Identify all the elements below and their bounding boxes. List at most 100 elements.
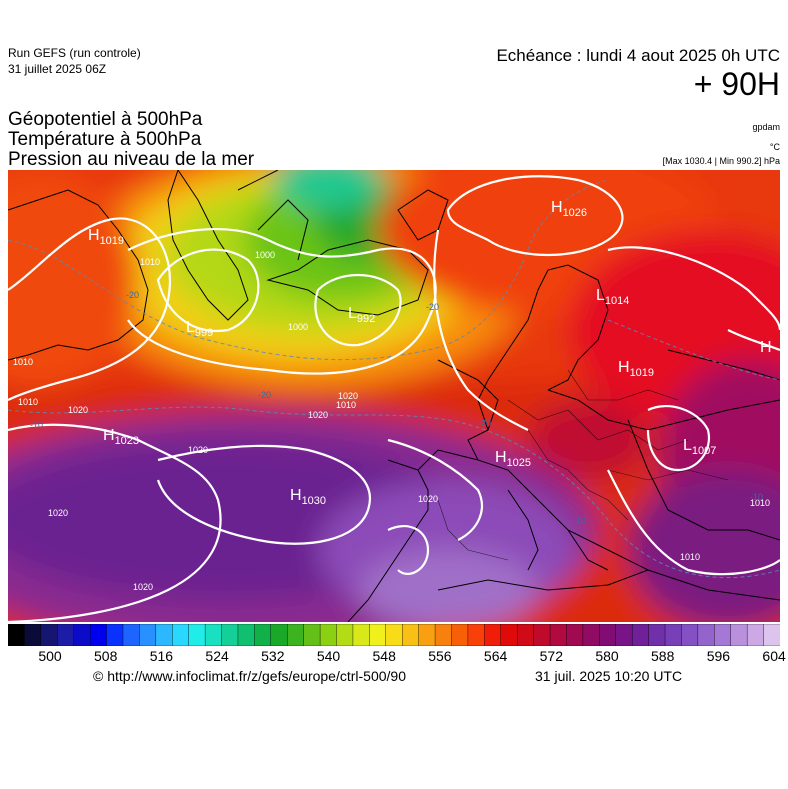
temperature-field [8, 170, 780, 622]
colorbar-cell [385, 623, 403, 647]
pressure-max-min: [Max 1030.4 | Min 990.2] hPa [662, 156, 780, 166]
colorbar-cell [139, 623, 157, 647]
isotherm-label: -20 [478, 418, 491, 428]
colorbar-cell [319, 623, 338, 647]
pressure-center-low: L1007 [683, 437, 716, 457]
pressure-center-low: L992 [348, 305, 375, 325]
unit-gpdam: gpdam [752, 122, 780, 132]
colorbar-cell [73, 623, 91, 647]
colorbar-cell [40, 623, 58, 647]
isobar-label: 1020 [338, 391, 358, 401]
isobar-label: 1020 [188, 445, 208, 455]
colorbar-cell [664, 623, 683, 647]
colorbar-cell [172, 623, 190, 647]
colorbar-cell [566, 623, 584, 647]
forecast-valid-time: Echéance : lundi 4 aout 2025 0h UTC [496, 46, 780, 65]
colorbar-cell [204, 623, 223, 647]
borders [437, 369, 729, 561]
colorbar-tick-label: 580 [595, 648, 619, 664]
colorbar-cell [24, 623, 42, 647]
temperature-label-layer: -20 -20 -20 -20 -10 -10 -10 [30, 290, 763, 526]
unit-celsius: °C [769, 142, 780, 152]
colorbar-cell [418, 623, 436, 647]
colorbar-cell [516, 623, 535, 647]
isobar-label: 1010 [680, 552, 700, 562]
weather-map: H1019 H1026 L1014 L999 L992 H1019 H1023 H1030 H1… [8, 170, 780, 622]
colorbar-cell [500, 623, 518, 647]
isobar-label: 1010 [750, 498, 770, 508]
colorbar-cell [484, 623, 502, 647]
colorbar-cell [303, 623, 321, 647]
colorbar-cell [549, 623, 568, 647]
isobar-label: 1020 [68, 405, 88, 415]
colorbar-tick-label: 524 [205, 648, 229, 664]
temperature-colorbar [7, 623, 781, 647]
isotherm-label: -20 [426, 302, 439, 312]
run-title: Run GEFS (run controle) [8, 46, 141, 60]
colorbar-cell [697, 623, 715, 647]
temperature-isotherms [8, 179, 780, 579]
colorbar-cell [402, 623, 420, 647]
isotherm-label: -10 [573, 516, 586, 526]
colorbar-cell [7, 623, 26, 647]
colorbar-tick-label: 572 [539, 648, 563, 664]
isobars [8, 175, 780, 622]
colorbar-cell [89, 623, 108, 647]
pressure-center-low: L1014 [596, 287, 629, 307]
pressure-center-high: H1023 [103, 427, 139, 447]
isobar-label: 1000 [288, 322, 308, 332]
pressure-center-high: H1019 [88, 227, 124, 247]
param-geopotential: Géopotentiel à 500hPa [8, 109, 203, 130]
pressure-center-high: H1025 [495, 449, 531, 469]
colorbar-cell [615, 623, 633, 647]
colorbar-cell [155, 623, 173, 647]
colorbar-cell [763, 623, 781, 647]
colorbar-tick-label: 516 [149, 648, 174, 664]
isobar-label: 1020 [133, 582, 153, 592]
pressure-center-low: L999 [186, 319, 213, 339]
colorbar-cell [631, 623, 650, 647]
pressure-center-high: H1030 [290, 487, 326, 507]
colorbar-cell [582, 623, 601, 647]
colorbar-cell [746, 623, 765, 647]
pressure-center-high: H1019 [618, 359, 654, 379]
source-url: © http://www.infoclimat.fr/z/gefs/europe… [93, 668, 407, 684]
pressure-center-high: H [760, 339, 772, 356]
colorbar-cell [237, 623, 256, 647]
colorbar-cell [467, 623, 486, 647]
colorbar-cell [714, 623, 732, 647]
colorbar-cell [599, 623, 617, 647]
colorbar-tick-label: 556 [428, 648, 452, 664]
colorbar-cell [57, 623, 75, 647]
isobar-label: 1020 [418, 494, 438, 504]
colorbar-cell [681, 623, 699, 647]
colorbar-cell [122, 623, 141, 647]
colorbar-tick-label: 500 [38, 648, 62, 664]
colorbar-svg [7, 623, 781, 647]
param-temperature: Température à 500hPa [8, 129, 202, 150]
colorbar-cell [648, 623, 666, 647]
colorbar-cell [188, 623, 206, 647]
param-mslp: Pression au niveau de la mer [8, 149, 255, 170]
colorbar-cell [730, 623, 748, 647]
colorbar-tick-label: 540 [316, 648, 341, 664]
colorbar-cell [254, 623, 272, 647]
isobar-label: 1020 [48, 508, 68, 518]
colorbar-cell [106, 623, 124, 647]
colorbar-cell [451, 623, 469, 647]
colorbar-cell [533, 623, 551, 647]
colorbar-cell [336, 623, 354, 647]
isobar-label: 1010 [336, 400, 356, 410]
colorbar-tick-label: 532 [261, 648, 285, 664]
colorbar-tick-label: 588 [651, 648, 675, 664]
colorbar-tick-label: 604 [762, 648, 786, 664]
colorbar-cell [369, 623, 387, 647]
colorbar-tick-label: 508 [94, 648, 118, 664]
colorbar-cell [287, 623, 305, 647]
generation-time: 31 juil. 2025 10:20 UTC [535, 668, 683, 684]
isotherm-label: -20 [126, 290, 139, 300]
colorbar-cell [434, 623, 453, 647]
colorbar-tick-label: 548 [372, 648, 396, 664]
colorbar-labels: 500 508 516 524 532 540 548 556 564 572 580 588 596 6… [8, 648, 785, 666]
isobar-label: 1000 [255, 250, 275, 260]
